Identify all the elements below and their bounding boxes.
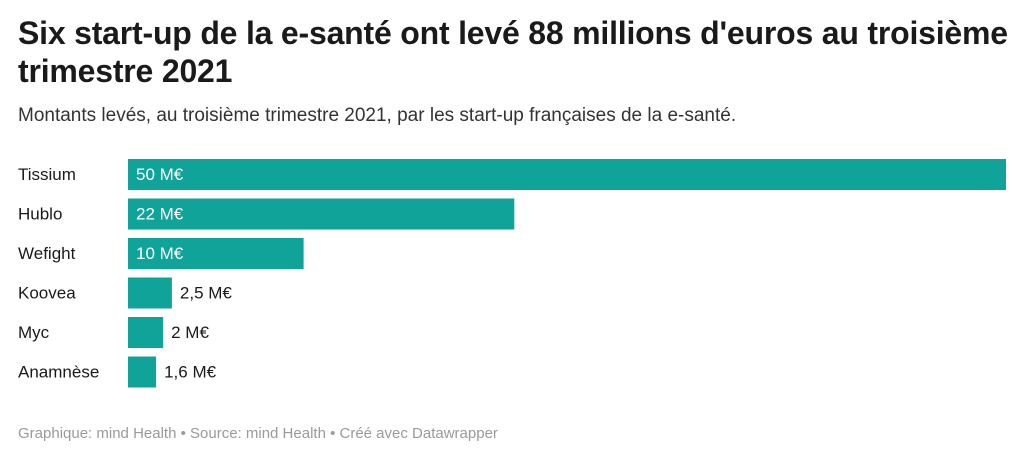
- value-label: 2,5 M€: [180, 284, 233, 303]
- bar-row: Wefight 10 M€: [18, 238, 304, 269]
- chart-container: Six start-up de la e-santé ont levé 88 m…: [18, 14, 1008, 128]
- bar-row: Koovea 2,5 M€: [18, 277, 233, 309]
- value-label: 1,6 M€: [164, 363, 217, 382]
- chart-subtitle: Montants levés, au troisième trimestre 2…: [18, 105, 737, 126]
- bar: [128, 317, 164, 348]
- value-label: 10 M€: [136, 244, 184, 263]
- bar: [128, 238, 304, 269]
- value-label: 50 M€: [136, 165, 184, 184]
- chart-title: Six start-up de la e-santé ont levé 88 m…: [18, 15, 1008, 89]
- value-label: 22 M€: [136, 205, 184, 224]
- category-label: Anamnèse: [18, 363, 99, 382]
- category-label: Koovea: [18, 284, 76, 303]
- value-label: 2 M€: [171, 323, 209, 342]
- chart-footer: Graphique: mind Health • Source: mind He…: [18, 425, 498, 442]
- bar: [128, 159, 1006, 190]
- category-label: Myc: [18, 323, 50, 342]
- bar-row: Hublo 22 M€: [18, 198, 515, 230]
- category-label: Hublo: [18, 205, 62, 224]
- bar-chart: Tissium 50 M€ Hublo 22 M€ Wefight 10 M€ Koovea…: [18, 159, 1006, 388]
- bar: [128, 198, 515, 230]
- category-label: Wefight: [18, 244, 76, 263]
- bar: [128, 356, 157, 388]
- bar-row: Myc 2 M€: [18, 317, 209, 348]
- bar: [128, 277, 172, 309]
- category-label: Tissium: [18, 165, 76, 184]
- bar-row: Anamnèse 1,6 M€: [18, 356, 217, 388]
- bar-row: Tissium 50 M€: [18, 159, 1006, 190]
